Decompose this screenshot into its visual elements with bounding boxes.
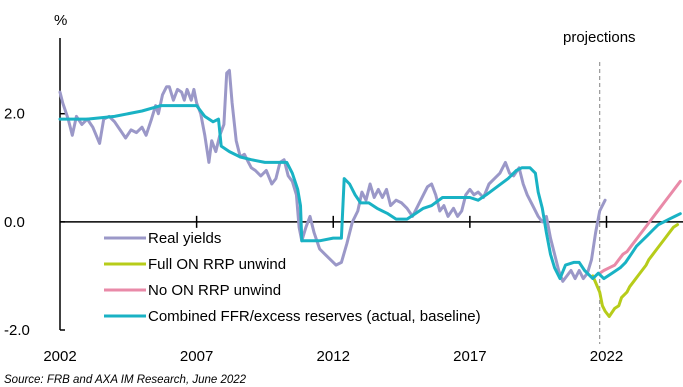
legend: Real yields Full ON RRP unwind No ON RRP u… <box>104 230 481 325</box>
x-tick-label: 2022 <box>590 348 623 365</box>
series-line-1 <box>591 223 679 318</box>
projections-annotation: projections <box>563 29 636 46</box>
legend-label: Combined FFR/excess reserves (actual, ba… <box>148 308 481 325</box>
series-layer <box>58 68 682 318</box>
source-note: Source: FRB and AXA IM Research, June 20… <box>4 374 247 386</box>
y-tick-label: 2.0 <box>4 106 25 123</box>
y-tick-label: -2.0 <box>4 322 30 339</box>
series-line-2 <box>598 179 682 275</box>
series-line-3 <box>58 104 682 281</box>
y-tick-label: 0.0 <box>4 214 25 231</box>
x-tick-label: 2007 <box>180 348 213 365</box>
x-tick-label: 2017 <box>453 348 486 365</box>
x-tick-label: 2012 <box>317 348 350 365</box>
x-tick-label: 2002 <box>43 348 76 365</box>
legend-label: No ON RRP unwind <box>148 282 281 299</box>
legend-label: Full ON RRP unwind <box>148 256 286 273</box>
legend-label: Real yields <box>148 230 221 247</box>
series-line-0 <box>58 68 607 283</box>
y-axis-unit-label: % <box>54 12 67 29</box>
